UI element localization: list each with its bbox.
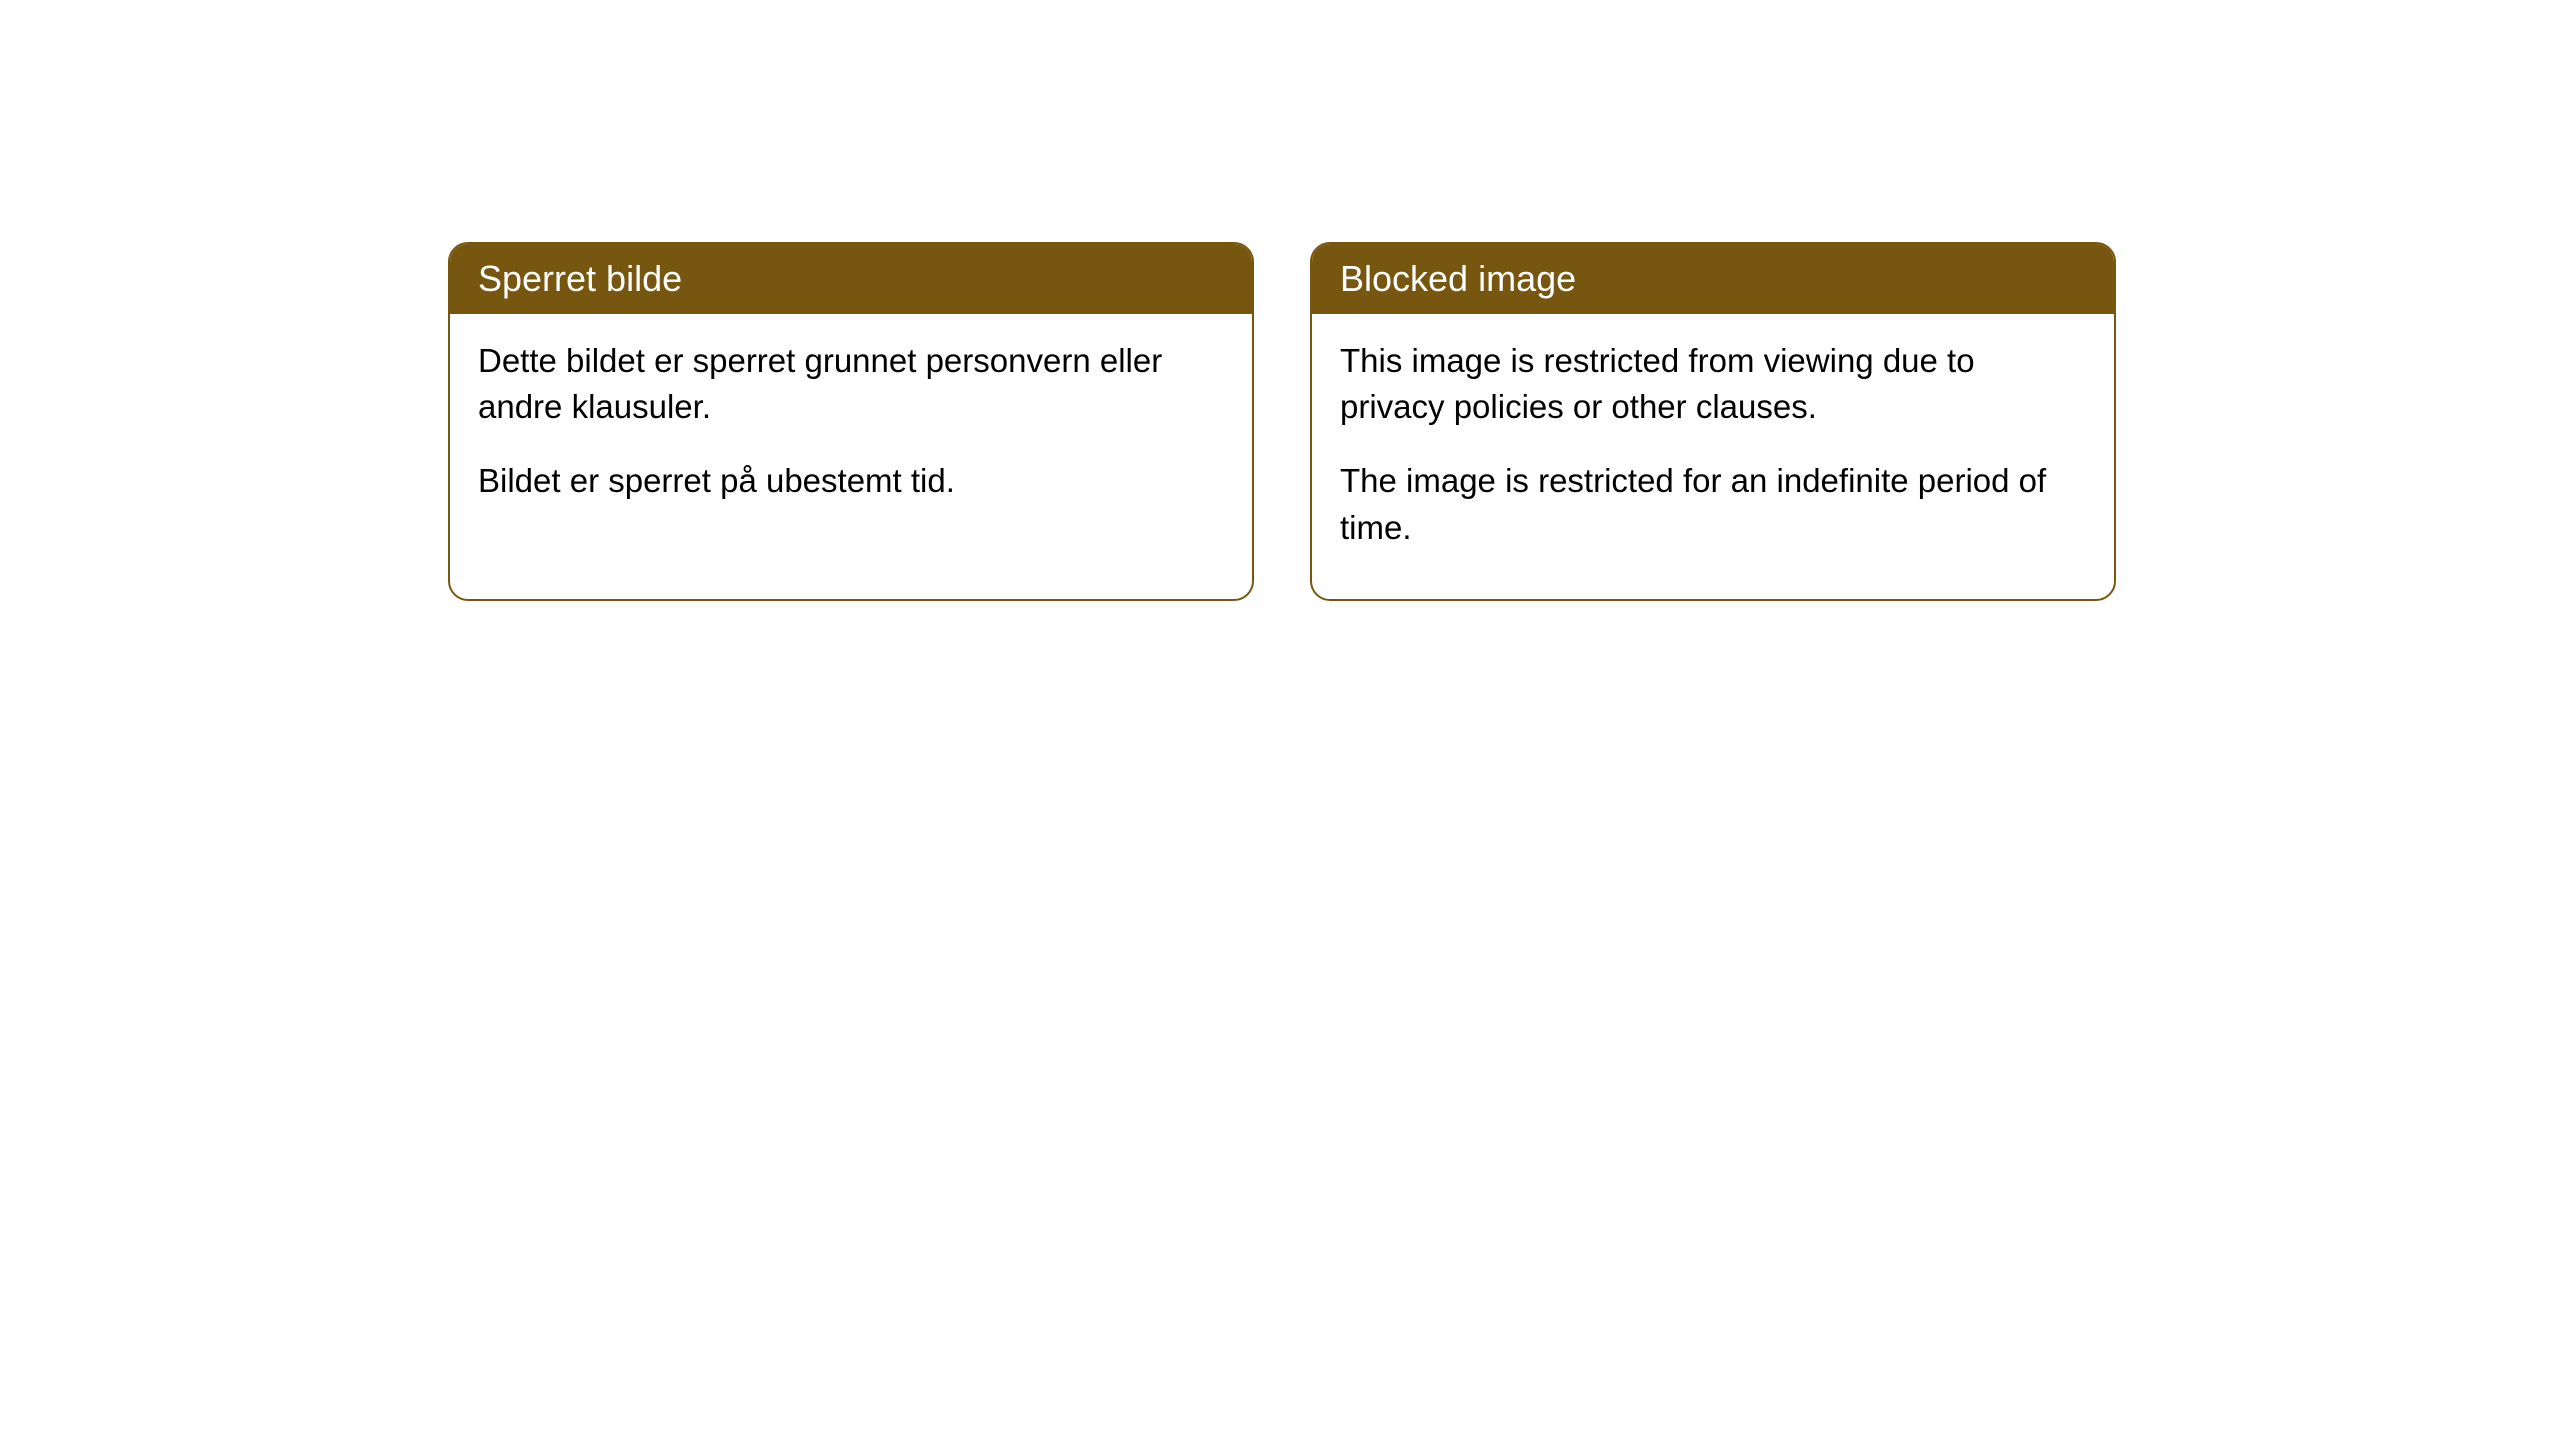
card-title-norwegian: Sperret bilde: [478, 258, 682, 299]
card-paragraph-2-norwegian: Bildet er sperret på ubestemt tid.: [478, 458, 1224, 504]
card-title-english: Blocked image: [1340, 258, 1576, 299]
card-paragraph-2-english: The image is restricted for an indefinit…: [1340, 458, 2086, 550]
notice-card-english: Blocked image This image is restricted f…: [1310, 242, 2116, 601]
card-paragraph-1-norwegian: Dette bildet er sperret grunnet personve…: [478, 338, 1224, 430]
card-body-norwegian: Dette bildet er sperret grunnet personve…: [450, 314, 1252, 553]
card-header-english: Blocked image: [1312, 244, 2114, 314]
card-body-english: This image is restricted from viewing du…: [1312, 314, 2114, 599]
card-header-norwegian: Sperret bilde: [450, 244, 1252, 314]
card-paragraph-1-english: This image is restricted from viewing du…: [1340, 338, 2086, 430]
notice-cards-container: Sperret bilde Dette bildet er sperret gr…: [448, 242, 2116, 601]
notice-card-norwegian: Sperret bilde Dette bildet er sperret gr…: [448, 242, 1254, 601]
